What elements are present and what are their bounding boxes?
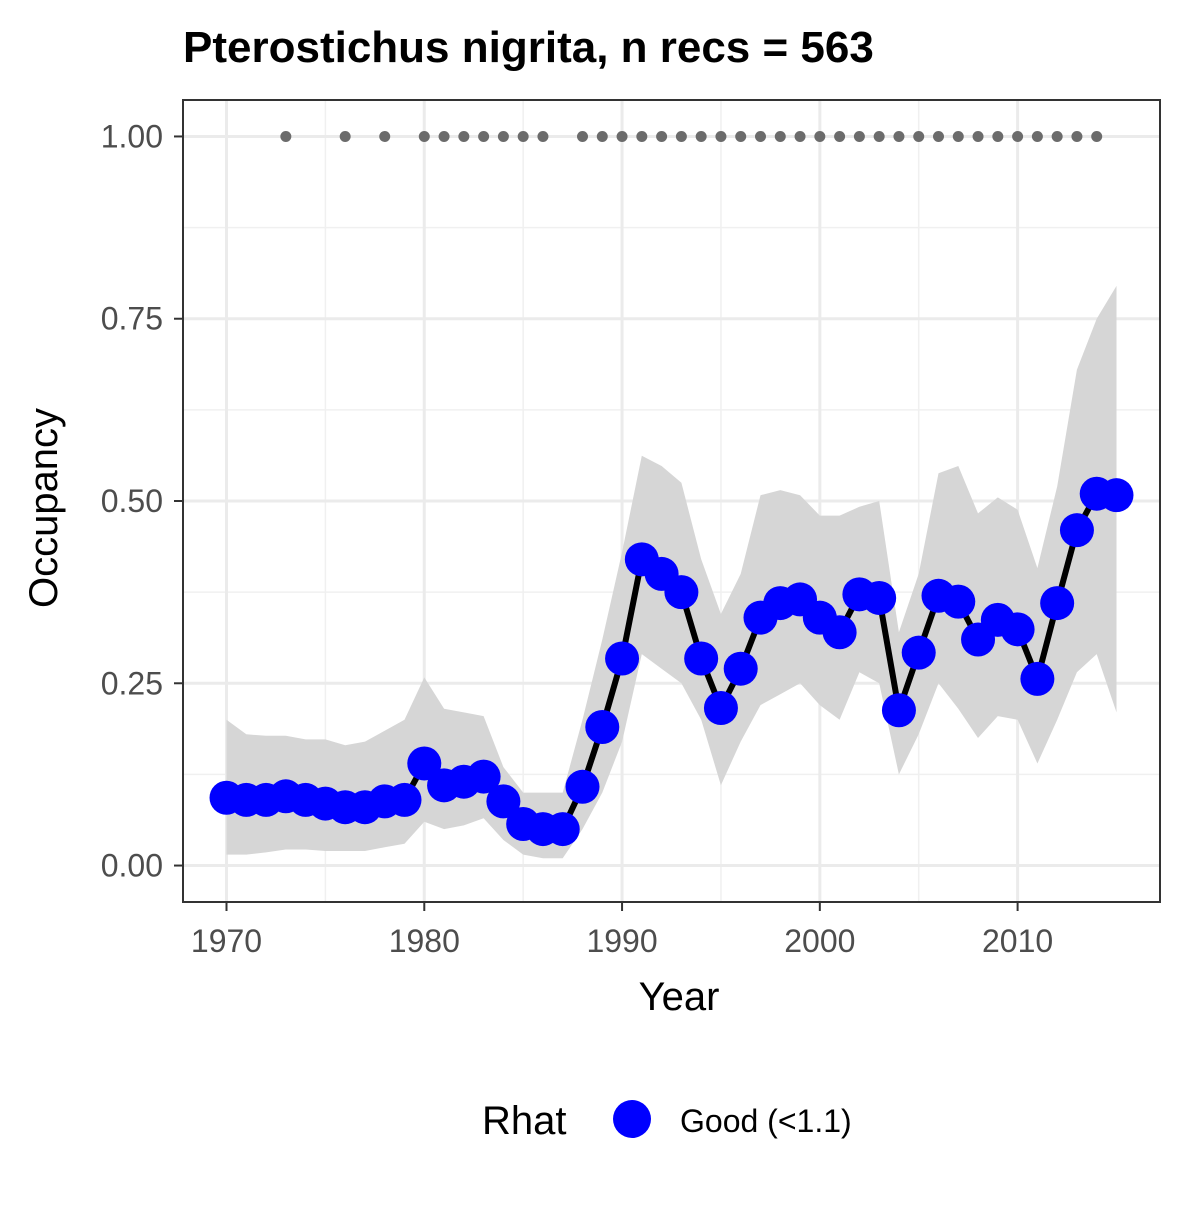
x-tick-label: 1980: [389, 923, 460, 959]
record-dot: [972, 130, 984, 142]
record-dot: [616, 130, 628, 142]
record-dot: [537, 130, 549, 142]
record-dot: [656, 130, 668, 142]
x-tick-label: 1990: [586, 923, 657, 959]
occupancy-points: [209, 476, 1134, 847]
record-dot: [418, 130, 430, 142]
occupancy-point: [1040, 586, 1075, 621]
chart-title: Pterostichus nigrita, n recs = 563: [183, 23, 874, 72]
x-tick-label: 2010: [982, 923, 1053, 959]
record-dot: [517, 130, 529, 142]
record-dot: [715, 130, 727, 142]
occupancy-point: [1000, 612, 1035, 647]
record-dot: [497, 130, 509, 142]
record-dot: [1071, 130, 1083, 142]
record-dot: [596, 130, 608, 142]
occupancy-point: [664, 575, 699, 610]
legend-key-good: [613, 1100, 651, 1138]
record-dot: [873, 130, 885, 142]
occupancy-point: [822, 615, 857, 650]
record-dot: [834, 130, 846, 142]
record-dot: [280, 130, 292, 142]
y-tick-label: 0.75: [101, 301, 163, 337]
record-dot: [794, 130, 806, 142]
y-tick-label: 0.00: [101, 848, 163, 884]
occupancy-point: [565, 769, 600, 804]
legend-label-good: Good (<1.1): [680, 1103, 852, 1139]
record-dot: [478, 130, 490, 142]
record-dot: [932, 130, 944, 142]
occupancy-point: [466, 759, 501, 794]
legend-title: Rhat: [482, 1099, 567, 1143]
occupancy-point: [723, 651, 758, 686]
record-dot: [1031, 130, 1043, 142]
x-tick-label: 2000: [784, 923, 855, 959]
record-dot: [577, 130, 589, 142]
record-dot: [992, 130, 1004, 142]
y-tick-label: 0.50: [101, 483, 163, 519]
occupancy-point: [901, 635, 936, 670]
y-tick-label: 1.00: [101, 118, 163, 154]
record-dot: [735, 130, 747, 142]
occupancy-point: [862, 580, 897, 615]
occupancy-point: [605, 641, 640, 676]
record-dot: [913, 130, 925, 142]
occupancy-point: [881, 693, 916, 728]
record-dot: [754, 130, 766, 142]
record-dot: [774, 130, 786, 142]
occupancy-point: [703, 691, 738, 726]
record-dot: [636, 130, 648, 142]
record-dot: [952, 130, 964, 142]
occupancy-point: [1020, 661, 1055, 696]
record-dot: [695, 130, 707, 142]
record-dot: [853, 130, 865, 142]
y-axis: 0.00 0.25 0.50 0.75 1.00: [101, 118, 183, 884]
record-dot: [438, 130, 450, 142]
x-axis-label: Year: [639, 975, 720, 1019]
record-dot: [1091, 130, 1103, 142]
occupancy-point: [387, 782, 422, 817]
x-axis: 1970 1980 1990 2000 2010: [191, 902, 1053, 959]
occupancy-point: [407, 746, 442, 781]
record-dot: [893, 130, 905, 142]
x-tick-label: 1970: [191, 923, 262, 959]
record-dot: [458, 130, 470, 142]
occupancy-point: [941, 584, 976, 619]
record-dot: [339, 130, 351, 142]
record-dot: [1012, 130, 1024, 142]
record-dot: [1051, 130, 1063, 142]
record-dot: [379, 130, 391, 142]
occupancy-point: [545, 812, 580, 847]
y-axis-label: Occupancy: [22, 408, 66, 608]
occupancy-point: [486, 784, 521, 819]
record-year-dots: [280, 130, 1103, 142]
occupancy-point: [1099, 478, 1134, 513]
occupancy-point: [585, 710, 620, 745]
legend: Rhat Good (<1.1): [482, 1099, 852, 1143]
record-dot: [814, 130, 826, 142]
occupancy-point: [684, 641, 719, 676]
occupancy-point: [1059, 513, 1094, 548]
record-dot: [675, 130, 687, 142]
y-tick-label: 0.25: [101, 665, 163, 701]
